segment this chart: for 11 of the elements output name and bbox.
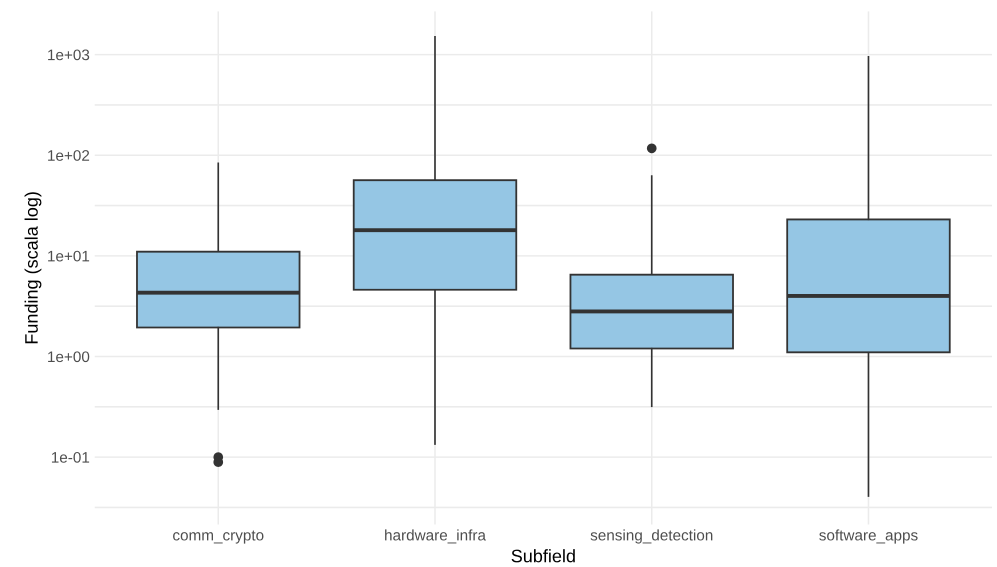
y-tick-label: 1e+01 — [48, 250, 90, 262]
x-tick-label: comm_crypto — [173, 530, 264, 544]
x-tick-label: hardware_infra — [385, 529, 486, 544]
x-axis-title: Subfield — [512, 549, 575, 562]
y-tick-label: 1e-01 — [52, 452, 90, 463]
x-tick-label: software_apps — [819, 529, 918, 544]
y-axis-title: Funding (scala log) — [24, 192, 42, 344]
x-tick-label: sensing_detection — [590, 529, 712, 544]
y-tick-label: 1e+02 — [48, 150, 90, 161]
y-tick-label: 1e+00 — [48, 351, 90, 362]
y-tick-label: 1e+03 — [48, 49, 90, 60]
